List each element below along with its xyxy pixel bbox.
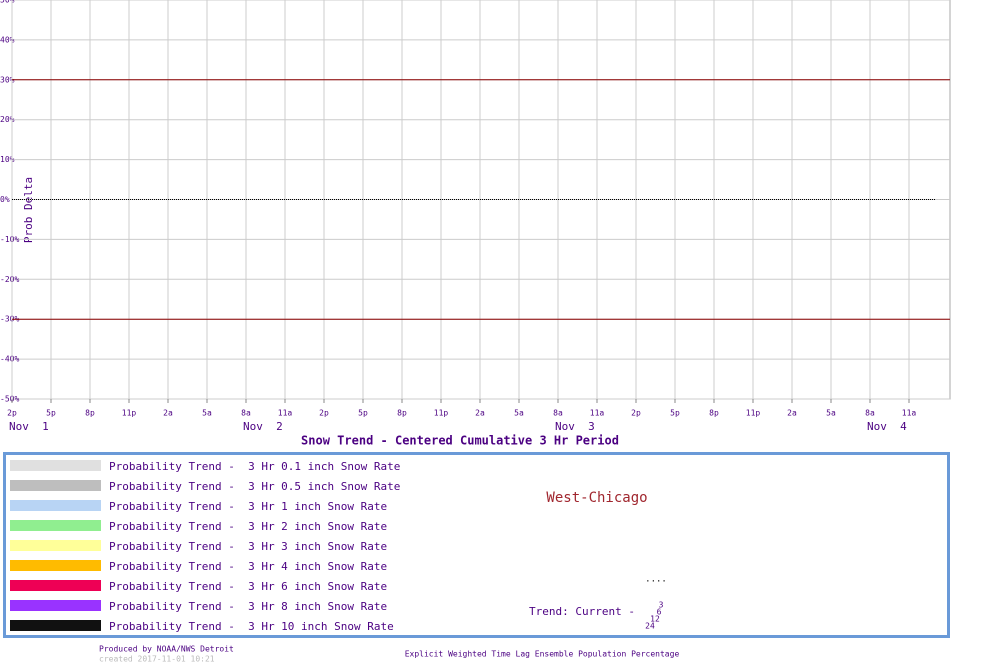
location: West-Chicago [546,490,647,506]
x-tick-label: 2p [319,409,329,418]
legend-label: Probability Trend - 3 Hr 6 inch Snow Rat… [109,580,387,593]
x-tick-label: 5p [670,409,680,418]
y-tick-label: 40% [0,35,15,44]
legend-label: Probability Trend - 3 Hr 2 inch Snow Rat… [109,520,387,533]
trend-hour: 24 [645,622,655,631]
legend-swatch [10,600,101,611]
y-axis-label: Prob Delta [22,177,35,243]
day-label: Nov 1 [9,420,49,433]
y-tick-label: 0% [0,195,10,204]
day-label: Nov 2 [243,420,283,433]
legend-swatch [10,460,101,471]
x-tick-label: 5p [46,409,56,418]
credit: Produced by NOAA/NWS Detroit [99,645,234,654]
y-tick-label: -40% [0,355,19,364]
y-tick-label: -20% [0,275,19,284]
legend-label: Probability Trend - 3 Hr 3 inch Snow Rat… [109,540,387,553]
legend-swatch [10,580,101,591]
x-tick-label: 5a [202,409,212,418]
legend-label: Probability Trend - 3 Hr 10 inch Snow Ra… [109,620,394,633]
legend-label: Probability Trend - 3 Hr 4 inch Snow Rat… [109,560,387,573]
trend-hour: 3 [659,601,664,610]
y-tick-label: 50% [0,0,15,5]
chart-title: Snow Trend - Centered Cumulative 3 Hr Pe… [301,434,619,448]
x-tick-label: 5a [826,409,836,418]
legend-swatch [10,620,101,631]
x-tick-label: 2p [631,409,641,418]
x-tick-label: 8p [85,409,95,418]
created: created 2017-11-01 10:21 [99,655,215,664]
x-tick-label: 8a [241,409,251,418]
legend-label: Probability Trend - 3 Hr 0.5 inch Snow R… [109,480,400,493]
y-tick-label: -50% [0,395,19,404]
legend-swatch [10,520,101,531]
x-tick-label: 11p [434,409,449,418]
legend-box [3,452,950,638]
x-tick-label: 5a [514,409,524,418]
legend-label: Probability Trend - 3 Hr 1 inch Snow Rat… [109,500,387,513]
x-tick-label: 8p [397,409,407,418]
x-tick-label: 2p [7,409,17,418]
legend-swatch [10,560,101,571]
trend-hour: 6 [657,608,662,617]
day-label: Nov 4 [867,420,907,433]
y-tick-label: 10% [0,155,15,164]
day-label: Nov 3 [555,420,595,433]
trend-label: Trend: Current - [529,605,635,618]
x-tick-label: 11a [590,409,605,418]
legend-label: Probability Trend - 3 Hr 0.1 inch Snow R… [109,460,400,473]
x-tick-label: 2a [475,409,485,418]
legend-swatch [10,500,101,511]
legend-swatch [10,480,101,491]
trend-hour: 12 [650,615,660,624]
x-tick-label: 11p [122,409,137,418]
x-tick-label: 8p [709,409,719,418]
trend-marker: .... [645,575,667,585]
legend-swatch [10,540,101,551]
y-tick-label: 20% [0,115,15,124]
caption: Explicit Weighted Time Lag Ensemble Popu… [405,650,680,659]
x-tick-label: 5p [358,409,368,418]
y-tick-label: -30% [0,315,19,324]
legend-label: Probability Trend - 3 Hr 8 inch Snow Rat… [109,600,387,613]
x-tick-label: 11a [902,409,917,418]
x-tick-label: 2a [787,409,797,418]
y-tick-label: 30% [0,75,15,84]
y-tick-label: -10% [0,235,19,244]
x-tick-label: 2a [163,409,173,418]
x-tick-label: 11a [278,409,293,418]
x-tick-label: 11p [746,409,761,418]
x-tick-label: 8a [553,409,563,418]
x-tick-label: 8a [865,409,875,418]
